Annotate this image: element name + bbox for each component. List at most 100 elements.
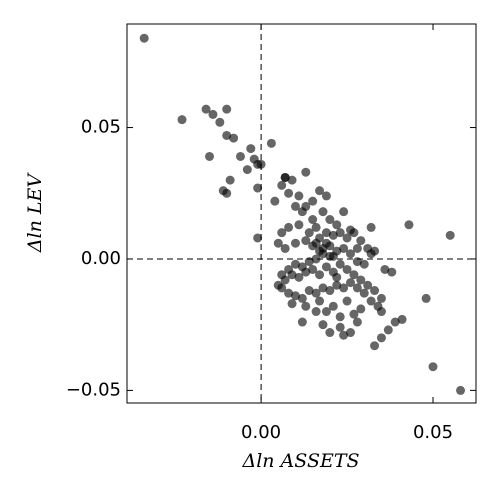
point [201, 104, 211, 114]
point [370, 341, 380, 351]
point [325, 286, 335, 296]
point [328, 251, 338, 261]
point [222, 188, 232, 198]
point [205, 151, 215, 161]
point [280, 172, 290, 182]
point [284, 288, 294, 298]
point [352, 243, 362, 253]
point [277, 228, 287, 238]
point [311, 238, 321, 248]
point [352, 317, 362, 327]
point [318, 320, 328, 330]
point [277, 283, 287, 293]
point [356, 236, 366, 246]
point [287, 175, 297, 185]
point [376, 293, 386, 303]
point [325, 328, 335, 338]
point [328, 230, 338, 240]
point [428, 362, 438, 372]
point [304, 286, 314, 296]
point [225, 175, 235, 185]
point [308, 264, 318, 274]
point [311, 254, 321, 264]
point [301, 236, 311, 246]
point [376, 307, 386, 317]
point [277, 180, 287, 190]
point [356, 304, 366, 314]
point [349, 309, 359, 319]
point [294, 220, 304, 230]
point [383, 325, 393, 335]
point [366, 296, 376, 306]
point [342, 296, 352, 306]
point [345, 225, 355, 235]
point [315, 270, 325, 280]
point [208, 109, 218, 119]
point [339, 207, 349, 217]
point [335, 312, 345, 322]
point [321, 228, 331, 238]
point [229, 133, 239, 143]
point [363, 280, 373, 290]
point [321, 307, 331, 317]
point [308, 215, 318, 225]
point [328, 301, 338, 311]
point [139, 33, 149, 43]
point [387, 267, 397, 277]
point [315, 296, 325, 306]
point [222, 130, 232, 140]
point [308, 196, 318, 206]
point [376, 333, 386, 343]
point [339, 243, 349, 253]
point [246, 144, 256, 154]
point [287, 299, 297, 309]
point [352, 257, 362, 267]
point [335, 228, 345, 238]
point [332, 272, 342, 282]
point [256, 159, 266, 169]
point [311, 288, 321, 298]
point [301, 301, 311, 311]
point [335, 259, 345, 269]
point [345, 328, 355, 338]
x-tick-label: 0.05 [413, 422, 453, 443]
point [294, 191, 304, 201]
point [311, 307, 321, 317]
point [404, 220, 414, 230]
point [311, 222, 321, 232]
point [456, 385, 466, 395]
point [297, 317, 307, 327]
point [304, 228, 314, 238]
x-axis-label: Δln ASSETS [241, 450, 359, 472]
point [445, 230, 455, 240]
point [397, 314, 407, 324]
point [287, 270, 297, 280]
point [370, 246, 380, 256]
point [301, 267, 311, 277]
point [325, 241, 335, 251]
point [318, 207, 328, 217]
point [345, 278, 355, 288]
point [421, 293, 431, 303]
point [284, 188, 294, 198]
point [359, 288, 369, 298]
plot-frame [126, 23, 477, 404]
y-tick-label: 0.05 [81, 117, 121, 138]
point [253, 233, 263, 243]
point [301, 167, 311, 177]
point [304, 257, 314, 267]
point [290, 238, 300, 248]
point [342, 264, 352, 274]
point [321, 262, 331, 272]
point [215, 117, 225, 127]
point [332, 220, 342, 230]
y-tick-label: 0.00 [81, 248, 121, 269]
point [356, 275, 366, 285]
point [290, 201, 300, 211]
point [294, 272, 304, 282]
point [349, 270, 359, 280]
point [242, 165, 252, 175]
point [321, 191, 331, 201]
point [273, 238, 283, 248]
